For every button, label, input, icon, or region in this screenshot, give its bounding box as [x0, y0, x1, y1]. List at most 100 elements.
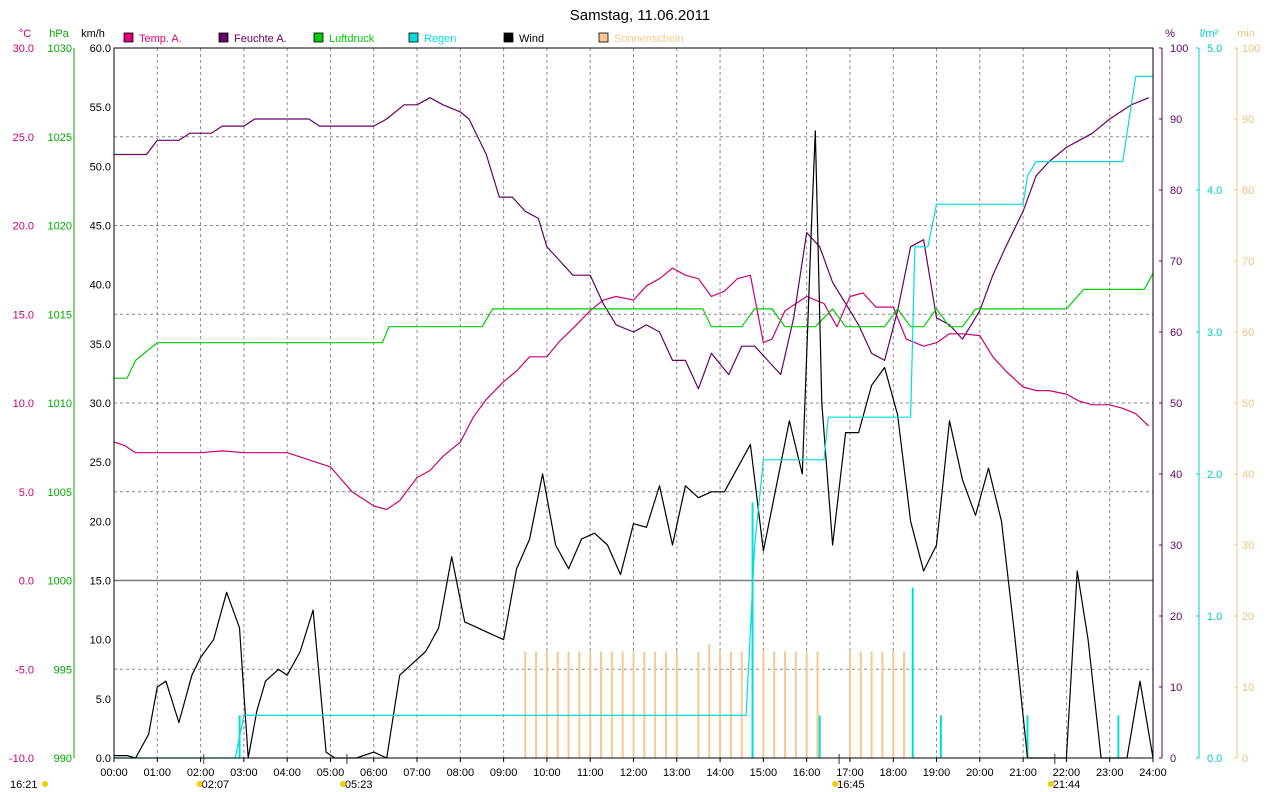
tick-label-wind: 20.0: [90, 516, 111, 528]
tick-label-wind: 60.0: [90, 43, 111, 55]
legend-label: Luftdruck: [329, 33, 375, 45]
legend-label: Regen: [424, 33, 456, 45]
x-tick-label: 09:00: [490, 767, 518, 779]
tick-label-sun: 0: [1242, 753, 1248, 765]
legend: Temp. A. Feuchte A. Luftdruck Regen Wind Sonn…: [123, 32, 684, 45]
unit-label-hum: %: [1165, 28, 1175, 40]
bottom-time-label: 16:21: [10, 779, 38, 791]
tick-label-hum: 20: [1170, 611, 1182, 623]
plot-frame: [113, 47, 1154, 759]
series-feuchte-a: [114, 97, 1149, 390]
x-tick-label: 16:00: [793, 767, 821, 779]
series-wind: [114, 130, 1154, 759]
x-tick-label: 12:00: [620, 767, 648, 779]
x-tick-label: 14:00: [706, 767, 734, 779]
tick-label-wind: 30.0: [90, 398, 111, 410]
legend-swatch: [218, 32, 229, 43]
tick-label-press: 1020: [48, 221, 72, 233]
series-luftdruck: [114, 273, 1154, 379]
tick-label-press: 1025: [48, 132, 72, 144]
tick-label-hum: 40: [1170, 469, 1182, 481]
x-tick-label: 11:00: [577, 767, 604, 779]
sun-marker-icon: [42, 781, 48, 787]
tick-label-sun: 100: [1242, 43, 1260, 55]
tick-label-hum: 10: [1170, 682, 1182, 694]
unit-label-temp: °C: [19, 28, 31, 40]
bottom-labels: 16:21 02:07 05:23 16:45 21:44: [10, 754, 1080, 791]
legend-swatch: [123, 32, 134, 43]
tick-label-hum: 70: [1170, 256, 1182, 268]
tick-label-sun: 40: [1242, 469, 1254, 481]
sun-marker-icon: [196, 781, 203, 787]
tick-label-temp: 20.0: [13, 221, 34, 233]
tick-label-wind: 0.0: [96, 753, 111, 765]
tick-label-temp: 0.0: [19, 576, 34, 588]
tick-label-wind: 50.0: [90, 161, 111, 173]
tick-label-rain: 5.0: [1207, 43, 1222, 55]
x-tick-label: 13:00: [663, 767, 691, 779]
series-layer: [113, 75, 1154, 759]
tick-label-wind: 35.0: [90, 339, 111, 351]
unit-label-sun: min: [1237, 28, 1255, 40]
x-tick-label: 21:00: [1009, 767, 1037, 779]
tick-label-temp: 25.0: [13, 132, 34, 144]
tick-label-press: 995: [54, 664, 72, 676]
tick-label-temp: -10.0: [9, 753, 34, 765]
x-tick-label: 02:00: [187, 767, 215, 779]
sun-marker-icon: [832, 781, 839, 787]
tick-label-wind: 25.0: [90, 457, 111, 469]
tick-label-wind: 40.0: [90, 280, 111, 292]
legend-swatch: [408, 32, 419, 43]
unit-label-rain: l/m²: [1200, 28, 1219, 40]
legend-swatch: [503, 32, 514, 43]
tick-label-wind: 45.0: [90, 221, 111, 233]
tick-label-wind: 55.0: [90, 102, 111, 114]
tick-layer: -10.0 -5.0 0.0 5.0 10.0 15.0 20.0 25.0 30.0 990 99…: [9, 43, 1260, 779]
tick-label-temp: 10.0: [13, 398, 34, 410]
x-tick-label: 01:00: [144, 767, 172, 779]
x-tick-label: 07:00: [403, 767, 431, 779]
sun-marker-icon: [339, 781, 346, 787]
tick-label-press: 990: [54, 753, 72, 765]
unit-label-press: hPa: [49, 28, 69, 40]
tick-label-hum: 50: [1170, 398, 1182, 410]
bottom-time-label: 05:23: [345, 779, 373, 791]
tick-label-sun: 10: [1242, 682, 1254, 694]
grid: [114, 48, 1153, 758]
tick-label-press: 1005: [48, 487, 72, 499]
tick-label-rain: 4.0: [1207, 185, 1222, 197]
unit-label-wind: km/h: [81, 28, 105, 40]
tick-label-wind: 5.0: [96, 694, 111, 706]
x-tick-label: 22:00: [1053, 767, 1081, 779]
tick-label-hum: 0: [1170, 753, 1176, 765]
x-tick-label: 23:00: [1096, 767, 1124, 779]
x-tick-label: 15:00: [750, 767, 778, 779]
tick-label-wind: 15.0: [90, 576, 111, 588]
tick-label-press: 1010: [48, 398, 72, 410]
tick-label-hum: 60: [1170, 327, 1182, 339]
bottom-time-label: 21:44: [1053, 779, 1081, 791]
chart-title: Samstag, 11.06.2011: [570, 7, 710, 24]
legend-label: Wind: [519, 33, 544, 45]
tick-label-hum: 80: [1170, 185, 1182, 197]
legend-swatch: [598, 32, 609, 43]
tick-label-sun: 90: [1242, 114, 1254, 126]
x-tick-label: 17:00: [836, 767, 864, 779]
tick-label-wind: 10.0: [90, 635, 111, 647]
tick-label-rain: 1.0: [1207, 611, 1222, 623]
tick-label-sun: 30: [1242, 540, 1254, 552]
x-tick-label: 19:00: [923, 767, 951, 779]
tick-label-rain: 0.0: [1207, 753, 1222, 765]
tick-label-temp: 30.0: [13, 43, 34, 55]
tick-label-sun: 50: [1242, 398, 1254, 410]
bar-layer: [238, 502, 1120, 758]
x-tick-label: 24:00: [1139, 767, 1167, 779]
tick-label-temp: -5.0: [15, 664, 34, 676]
tick-label-temp: 15.0: [13, 309, 34, 321]
series-regen: [114, 75, 1153, 759]
tick-label-hum: 100: [1170, 43, 1188, 55]
tick-label-hum: 90: [1170, 114, 1182, 126]
tick-label-hum: 30: [1170, 540, 1182, 552]
legend-label: Sonnenschein: [614, 33, 684, 45]
